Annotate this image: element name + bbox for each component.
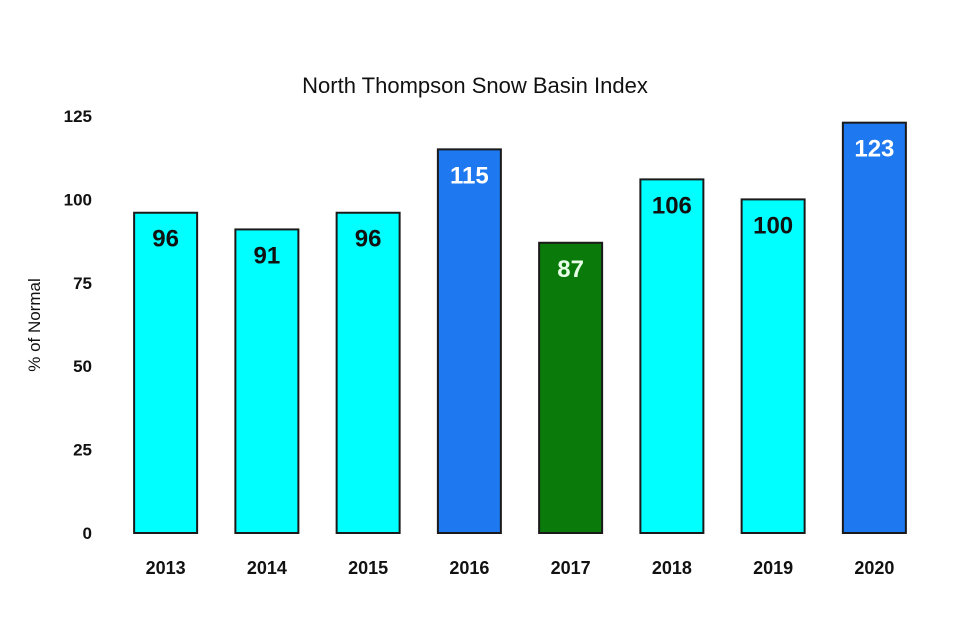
y-tick-label: 50 <box>73 357 92 376</box>
x-tick-label: 2020 <box>854 558 894 578</box>
x-axis-ticks: 2013 2014 2015 2016 2017 2018 2019 2020 <box>146 558 895 578</box>
x-tick-label: 2016 <box>449 558 489 578</box>
data-label-2016: 115 <box>450 162 489 189</box>
x-tick-label: 2015 <box>348 558 388 578</box>
y-tick-label: 125 <box>64 107 92 126</box>
x-tick-label: 2014 <box>247 558 287 578</box>
bar-2013 <box>133 211 199 535</box>
chart-title: North Thompson Snow Basin Index <box>302 73 648 98</box>
y-tick-label: 100 <box>64 190 92 209</box>
data-label-2020: 123 <box>854 136 894 163</box>
y-tick-label: 0 <box>83 524 92 543</box>
bars: 96 91 96 115 87 106 100 123 <box>133 121 907 535</box>
y-tick-label: 75 <box>73 274 92 293</box>
bar-2014 <box>234 228 300 534</box>
bar-2015 <box>335 211 401 535</box>
y-axis-label: % of Normal <box>25 278 44 372</box>
data-label-2018: 106 <box>652 192 692 219</box>
data-label-2015: 96 <box>355 226 382 253</box>
x-tick-label: 2019 <box>753 558 793 578</box>
y-axis-ticks: 0 25 50 75 100 125 <box>64 107 92 543</box>
x-tick-label: 2013 <box>146 558 186 578</box>
data-label-2019: 100 <box>753 212 793 239</box>
bar-2018 <box>639 178 705 534</box>
bar-2020 <box>841 121 907 534</box>
data-label-2014: 91 <box>254 242 281 269</box>
x-tick-label: 2017 <box>551 558 591 578</box>
y-tick-label: 25 <box>73 441 92 460</box>
bar-2019 <box>740 198 806 534</box>
x-tick-label: 2018 <box>652 558 692 578</box>
bar-2017 <box>538 241 604 534</box>
data-label-2017: 87 <box>557 256 584 283</box>
bar-2016 <box>436 148 502 535</box>
data-label-2013: 96 <box>152 226 179 253</box>
